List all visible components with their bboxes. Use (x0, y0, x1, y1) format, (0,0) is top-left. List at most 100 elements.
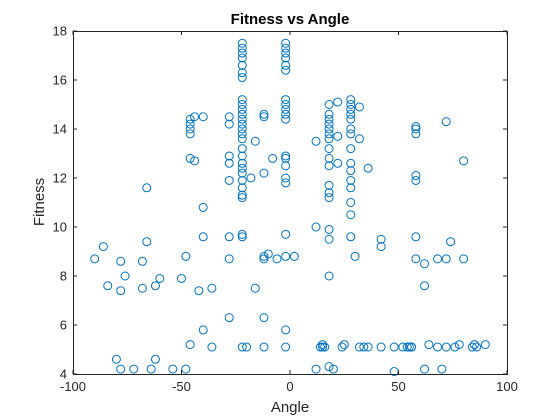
data-point (324, 129, 334, 139)
data-point (354, 134, 364, 144)
data-point (311, 136, 321, 146)
data-point (411, 175, 421, 185)
data-point (363, 163, 373, 173)
data-point (281, 38, 291, 48)
data-point (237, 342, 247, 352)
data-point (324, 193, 334, 203)
data-point (263, 249, 273, 259)
data-point (177, 273, 186, 283)
data-point (411, 232, 421, 242)
data-point (168, 364, 178, 374)
data-point (116, 364, 126, 374)
axes-box (73, 31, 508, 375)
data-point (146, 364, 156, 374)
data-point (354, 342, 364, 352)
data-point (198, 325, 208, 335)
data-point (454, 340, 464, 350)
data-point (459, 156, 469, 166)
data-point (181, 251, 191, 261)
data-point (324, 109, 334, 119)
data-point (324, 119, 334, 129)
data-point (237, 48, 247, 58)
data-point (411, 171, 421, 181)
data-point (389, 342, 399, 352)
data-point (224, 158, 234, 168)
data-point (237, 119, 247, 129)
data-point (318, 340, 328, 350)
data-point (224, 232, 234, 242)
data-point (155, 273, 165, 283)
data-point (116, 256, 126, 266)
data-point (289, 251, 299, 261)
data-point (281, 95, 291, 105)
data-point (185, 114, 195, 124)
data-point (237, 175, 247, 185)
y-tick-label: 16 (53, 73, 67, 88)
data-point (190, 112, 200, 122)
data-point (324, 114, 334, 124)
data-point (237, 144, 247, 154)
data-point (237, 129, 247, 139)
data-point (281, 229, 291, 239)
x-tick-label: -50 (172, 379, 191, 394)
data-point (281, 43, 291, 53)
data-point (376, 342, 386, 352)
data-point (411, 124, 421, 134)
data-point (237, 163, 247, 173)
data-point (242, 342, 252, 352)
data-point (324, 161, 334, 171)
data-point (237, 109, 247, 119)
data-point (420, 259, 430, 269)
data-point (281, 100, 291, 109)
data-point (337, 342, 347, 352)
y-tick-label: 6 (60, 318, 67, 333)
data-point (346, 158, 356, 168)
data-point (324, 134, 334, 144)
data-point (346, 232, 356, 242)
data-point (237, 60, 247, 70)
data-point (333, 158, 343, 168)
data-point (237, 232, 247, 242)
data-point (324, 224, 334, 234)
data-point (281, 109, 291, 119)
data-point (346, 210, 356, 220)
x-tick-label: 50 (391, 379, 405, 394)
data-point (237, 193, 247, 203)
data-point (185, 119, 195, 129)
data-point (346, 183, 356, 193)
data-point (324, 271, 334, 281)
data-point (198, 112, 208, 122)
data-point (441, 117, 451, 127)
data-point (324, 180, 334, 190)
data-point (404, 342, 414, 352)
data-point (207, 342, 217, 352)
data-point (259, 251, 269, 261)
data-point (407, 342, 417, 352)
data-point (346, 114, 356, 124)
data-point (324, 124, 334, 134)
data-point (281, 153, 291, 163)
data-point (281, 161, 291, 171)
data-point (207, 283, 217, 293)
data-point (324, 234, 334, 244)
data-point (346, 198, 356, 207)
data-point (237, 151, 247, 161)
data-point (333, 131, 343, 141)
data-point (250, 136, 260, 146)
data-point (324, 153, 334, 163)
data-point (424, 340, 434, 350)
data-point (346, 129, 356, 139)
data-point (194, 286, 204, 296)
data-point (237, 114, 247, 124)
data-point (411, 122, 421, 132)
data-point (350, 251, 360, 261)
data-point (281, 342, 291, 352)
chart-title: Fitness vs Angle (231, 11, 350, 28)
data-point (237, 38, 247, 48)
data-point (111, 354, 121, 364)
data-point (420, 364, 430, 374)
data-point (281, 48, 291, 58)
data-point (359, 342, 369, 352)
data-point (281, 114, 291, 124)
data-point (459, 254, 469, 264)
